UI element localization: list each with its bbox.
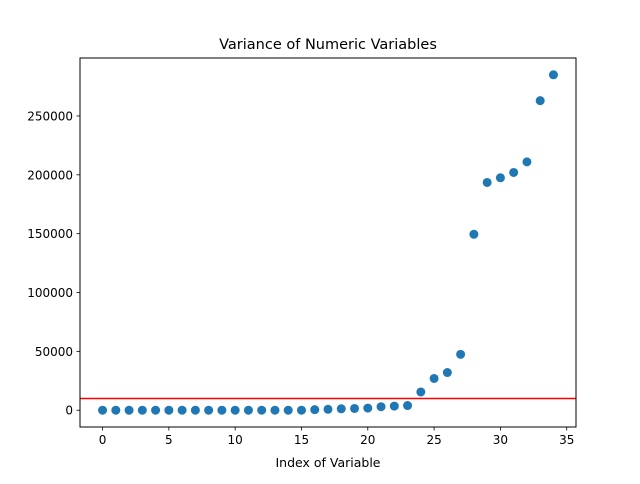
- data-point: [429, 373, 439, 383]
- plot-frame: [79, 57, 577, 428]
- data-point: [469, 229, 479, 239]
- data-point: [363, 403, 373, 413]
- data-point: [164, 405, 174, 415]
- y-tick-label: 0: [65, 404, 73, 418]
- data-point: [509, 167, 519, 177]
- data-point: [190, 405, 200, 415]
- data-point: [442, 368, 452, 378]
- x-tick-label: 25: [426, 433, 441, 447]
- data-point: [323, 404, 333, 414]
- x-tick-label: 35: [559, 433, 574, 447]
- x-axis-label: Index of Variable: [275, 455, 380, 470]
- data-point: [230, 405, 240, 415]
- data-point: [270, 405, 280, 415]
- x-tick-label: 0: [99, 433, 107, 447]
- data-point: [98, 405, 108, 415]
- y-axis-ticks: 0 50000 100000 150000 200000 250000: [27, 109, 80, 418]
- data-point: [416, 387, 426, 397]
- x-tick-label: 15: [294, 433, 309, 447]
- data-point: [389, 401, 399, 411]
- x-tick-label: 5: [165, 433, 173, 447]
- data-point: [151, 405, 161, 415]
- data-point: [456, 349, 466, 359]
- data-point: [376, 402, 386, 412]
- data-point: [522, 157, 532, 167]
- data-point: [296, 405, 306, 415]
- x-tick-label: 20: [360, 433, 375, 447]
- y-tick-label: 200000: [27, 168, 73, 182]
- data-point: [111, 405, 121, 415]
- data-point: [177, 405, 187, 415]
- x-axis-ticks: 0 5 10 15 20 25 30 35: [99, 427, 574, 447]
- data-point: [257, 405, 267, 415]
- y-tick-label: 100000: [27, 286, 73, 300]
- data-point: [243, 405, 253, 415]
- data-point: [137, 405, 147, 415]
- data-point: [535, 96, 545, 106]
- data-point: [495, 173, 505, 183]
- data-point: [403, 401, 413, 411]
- data-point: [350, 403, 360, 413]
- data-point: [204, 405, 214, 415]
- y-tick-label: 150000: [27, 227, 73, 241]
- data-point: [482, 177, 492, 187]
- data-point: [124, 405, 134, 415]
- data-point: [548, 70, 558, 80]
- data-point: [310, 405, 320, 415]
- chart-title: Variance of Numeric Variables: [219, 37, 437, 53]
- x-tick-label: 10: [228, 433, 243, 447]
- x-tick-label: 30: [493, 433, 508, 447]
- data-point: [336, 404, 346, 414]
- y-tick-label: 250000: [27, 109, 73, 123]
- data-points: [98, 70, 558, 415]
- data-point: [283, 405, 293, 415]
- y-tick-label: 50000: [35, 345, 73, 359]
- data-point: [217, 405, 227, 415]
